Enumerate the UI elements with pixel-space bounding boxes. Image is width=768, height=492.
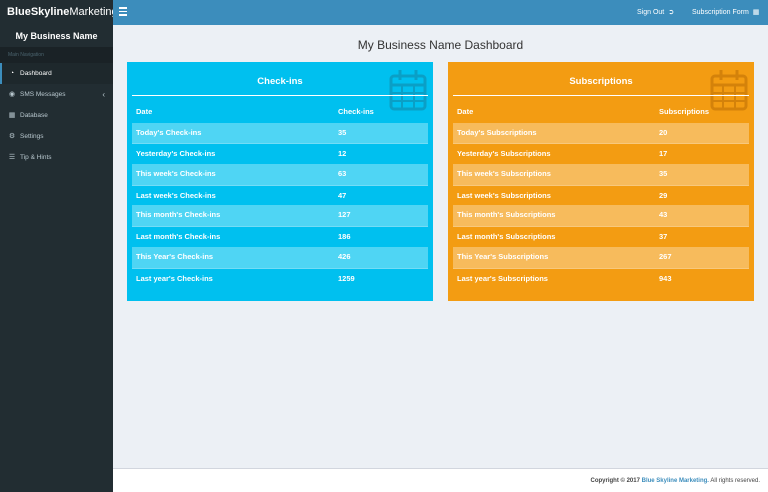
row-value: 47 <box>338 190 347 200</box>
comments-icon: ◉ <box>8 91 16 98</box>
row-value: 426 <box>338 251 351 261</box>
brand-logo[interactable]: BlueSkylineMarketing <box>0 0 113 25</box>
column-header-checkins: Check-ins <box>338 107 374 116</box>
sidebar-item-tip-hints[interactable]: ☰ Tip & Hints <box>0 147 113 168</box>
table-row: Last month's Check-ins 186 <box>132 226 428 247</box>
row-label: This week's Check-ins <box>136 169 216 179</box>
subscription-form-label: Subscription Form <box>692 9 749 16</box>
book-icon: ☰ <box>8 154 16 161</box>
checkins-title: Check-ins <box>127 62 433 102</box>
table-row: Last year's Check-ins 1259 <box>132 267 428 289</box>
row-label: This month's Check-ins <box>136 210 221 220</box>
sidebar-item-label: Dashboard <box>20 70 52 77</box>
divider <box>453 95 749 96</box>
copyright-text: Copyright © 2017 <box>590 478 640 484</box>
row-value: 17 <box>659 149 668 159</box>
sidebar-toggle-icon[interactable] <box>119 7 127 17</box>
table-row: This Year's Subscriptions 267 <box>453 246 749 268</box>
row-label: Last week's Subscriptions <box>457 190 551 200</box>
table-row: Yesterday's Subscriptions 17 <box>453 143 749 164</box>
subscription-form-link[interactable]: Subscription Form ▦ <box>692 0 759 25</box>
table-row: This month's Check-ins 127 <box>132 205 428 227</box>
column-header-subscriptions: Subscriptions <box>659 107 710 116</box>
table-header: Date Check-ins <box>132 102 428 123</box>
row-value: 63 <box>338 169 347 179</box>
calendar-icon <box>710 70 748 111</box>
row-value: 943 <box>659 273 672 283</box>
calendar-icon <box>389 70 427 111</box>
row-label: This Year's Check-ins <box>136 251 214 261</box>
sign-out-link[interactable]: Sign Out ➲ <box>637 0 674 25</box>
row-label: Last year's Subscriptions <box>457 273 548 283</box>
table-header: Date Subscriptions <box>453 102 749 123</box>
table-row: Last year's Subscriptions 943 <box>453 267 749 289</box>
company-link[interactable]: Blue Skyline Marketing. <box>641 478 709 484</box>
row-value: 29 <box>659 190 668 200</box>
rights-text: All rights reserved. <box>710 478 760 484</box>
row-label: Last month's Subscriptions <box>457 232 556 242</box>
table-icon: ▦ <box>8 112 16 119</box>
sidebar-item-label: Database <box>20 112 48 119</box>
sidebar-item-label: SMS Messages <box>20 91 66 98</box>
divider <box>132 95 428 96</box>
checkins-table: Date Check-ins Today's Check-ins 35 Yeste… <box>132 102 428 288</box>
row-label: This Year's Subscriptions <box>457 251 549 261</box>
table-row: This month's Subscriptions 43 <box>453 205 749 227</box>
sidebar-item-label: Settings <box>20 133 44 140</box>
row-value: 267 <box>659 251 672 261</box>
sidebar-item-label: Tip & Hints <box>20 154 52 161</box>
sidebar-business-name: My Business Name <box>15 31 98 41</box>
page-title: My Business Name Dashboard <box>357 38 524 52</box>
brand-bold: BlueSkyline <box>7 6 70 18</box>
sidebar-item-database[interactable]: ▦ Database <box>0 105 113 126</box>
row-value: 20 <box>659 127 668 137</box>
subscriptions-panel: Subscriptions Date Subscriptions Today's… <box>448 62 754 301</box>
subscriptions-title: Subscriptions <box>448 62 754 102</box>
row-label: Yesterday's Subscriptions <box>457 149 551 159</box>
dashboard-icon: ◔ <box>9 70 15 77</box>
row-label: This month's Subscriptions <box>457 210 556 220</box>
row-value: 127 <box>338 210 351 220</box>
sign-out-label: Sign Out <box>637 9 665 16</box>
row-label: Last week's Check-ins <box>136 190 216 200</box>
row-label: Today's Check-ins <box>136 127 202 137</box>
brand-normal: Marketing <box>69 6 113 18</box>
row-value: 1259 <box>338 273 355 283</box>
table-row: This week's Check-ins 63 <box>132 164 428 185</box>
row-value: 186 <box>338 232 351 242</box>
column-header-date: Date <box>136 107 153 116</box>
row-label: Today's Subscriptions <box>457 127 537 137</box>
row-label: Yesterday's Check-ins <box>136 149 216 159</box>
row-value: 35 <box>338 127 347 137</box>
checkins-panel: Check-ins Date Check-ins Today's Check-i… <box>127 62 433 301</box>
row-value: 37 <box>659 232 668 242</box>
chevron-left-icon: ‹ <box>102 90 105 99</box>
sidebar-item-settings[interactable]: ⚙ Settings <box>0 126 113 147</box>
table-row: This week's Subscriptions 35 <box>453 164 749 185</box>
table-row: Last week's Check-ins 47 <box>132 184 428 206</box>
table-row: Yesterday's Check-ins 12 <box>132 143 428 164</box>
row-label: This week's Subscriptions <box>457 169 551 179</box>
table-row: Last month's Subscriptions 37 <box>453 226 749 247</box>
row-label: Last year's Check-ins <box>136 273 213 283</box>
sidebar-item-dashboard[interactable]: ◔ Dashboard <box>0 63 113 84</box>
table-row: Today's Subscriptions 20 <box>453 122 749 144</box>
row-value: 43 <box>659 210 668 220</box>
row-value: 35 <box>659 169 668 179</box>
table-row: Today's Check-ins 35 <box>132 122 428 144</box>
row-label: Last month's Check-ins <box>136 232 221 242</box>
column-header-date: Date <box>457 107 474 116</box>
table-row: Last week's Subscriptions 29 <box>453 184 749 206</box>
sidebar-item-sms-messages[interactable]: ◉ SMS Messages ‹ <box>0 84 113 105</box>
gears-icon: ⚙ <box>8 133 16 140</box>
table-row: This Year's Check-ins 426 <box>132 246 428 268</box>
footer: Copyright © 2017 Blue Skyline Marketing.… <box>113 468 768 492</box>
subscriptions-table: Date Subscriptions Today's Subscriptions… <box>453 102 749 288</box>
sidebar: My Business Name Main Navigation ◔ Dashb… <box>0 25 113 492</box>
row-value: 12 <box>338 149 347 159</box>
sign-out-icon: ➲ <box>668 9 675 16</box>
top-navbar: Sign Out ➲ Subscription Form ▦ <box>113 0 768 25</box>
sidebar-header: Main Navigation <box>0 47 113 63</box>
file-icon: ▦ <box>752 9 760 16</box>
